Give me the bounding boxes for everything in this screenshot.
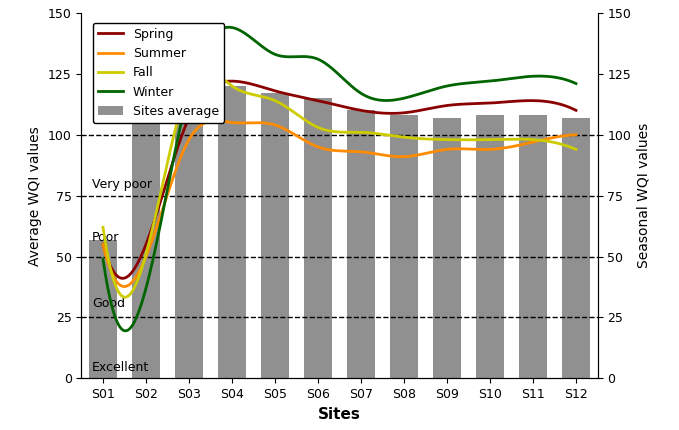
Y-axis label: Seasonal WQI values: Seasonal WQI values [637, 123, 650, 268]
Spring [227, 79, 235, 84]
Winter [445, 83, 454, 88]
Text: Poor: Poor [92, 231, 120, 244]
Summer [255, 120, 263, 125]
Bar [175, 98, 203, 378]
Bar [218, 86, 246, 378]
Spring [289, 92, 297, 98]
Bar [304, 98, 332, 378]
Summer [212, 118, 220, 123]
Winter [289, 54, 297, 59]
Winter [443, 83, 451, 89]
Y-axis label: Average WQI values: Average WQI values [29, 126, 42, 266]
Bar [433, 118, 461, 378]
Fall [202, 67, 210, 72]
Summer [443, 147, 451, 152]
Summer [289, 131, 297, 136]
Fall [122, 295, 130, 300]
Fall [445, 137, 454, 142]
Bar [132, 115, 160, 378]
Fall [157, 188, 165, 194]
Spring [399, 111, 407, 116]
Line: Fall: Fall [103, 70, 576, 297]
Summer [120, 284, 128, 289]
Spring [99, 242, 107, 247]
X-axis label: Sites: Sites [318, 407, 361, 422]
Winter [225, 25, 233, 30]
Bar [89, 240, 117, 378]
Bar [476, 115, 504, 378]
Summer [572, 132, 580, 137]
Spring [572, 108, 580, 113]
Bar [347, 111, 375, 378]
Winter [255, 42, 263, 47]
Fall [289, 109, 297, 114]
Legend: Spring, Summer, Fall, Winter, Sites average: Spring, Summer, Fall, Winter, Sites aver… [93, 23, 224, 123]
Line: Summer: Summer [103, 121, 576, 286]
Line: Spring: Spring [103, 81, 576, 278]
Spring [157, 197, 165, 202]
Winter [572, 81, 580, 86]
Spring [443, 103, 451, 108]
Bar [562, 118, 590, 378]
Text: Unsuitable: Unsuitable [92, 114, 158, 127]
Summer [445, 147, 454, 152]
Spring [445, 103, 454, 108]
Fall [99, 225, 107, 230]
Summer [399, 154, 407, 159]
Winter [99, 256, 107, 261]
Line: Winter: Winter [103, 27, 576, 331]
Fall [572, 147, 580, 152]
Winter [157, 218, 165, 224]
Winter [399, 96, 407, 101]
Fall [255, 93, 263, 98]
Bar [261, 93, 289, 378]
Text: Good: Good [92, 297, 125, 310]
Spring [119, 276, 127, 281]
Winter [122, 328, 130, 333]
Text: Very poor: Very poor [92, 178, 152, 191]
Summer [157, 211, 165, 216]
Summer [99, 242, 107, 247]
Bar [390, 115, 418, 378]
Fall [443, 137, 451, 142]
Fall [399, 135, 407, 140]
Spring [255, 84, 263, 89]
Bar [519, 115, 547, 378]
Text: Excellent: Excellent [92, 360, 149, 374]
